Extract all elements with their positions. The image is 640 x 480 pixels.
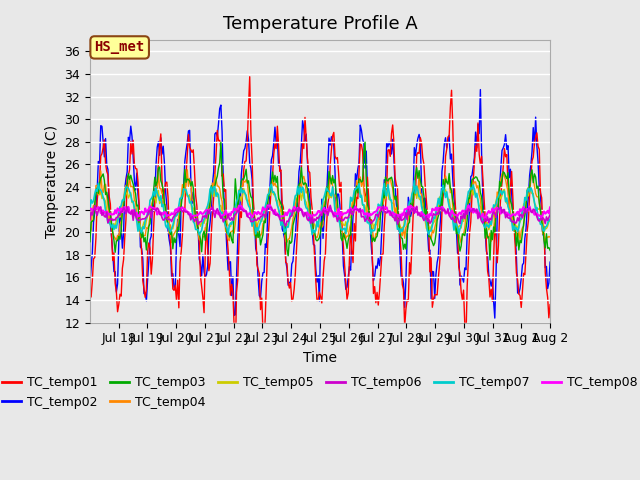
TC_temp04	[102, 181, 109, 187]
TC_temp01	[86, 292, 94, 298]
TC_temp06	[102, 214, 109, 220]
TC_temp01	[102, 161, 109, 167]
TC_temp06	[545, 215, 553, 220]
TC_temp08	[546, 204, 554, 210]
TC_temp06	[546, 212, 554, 217]
Line: TC_temp01: TC_temp01	[90, 77, 550, 358]
TC_temp01	[417, 135, 424, 141]
TC_temp07	[324, 188, 332, 193]
TC_temp03	[323, 184, 330, 190]
TC_temp08	[415, 210, 423, 216]
TC_temp05	[540, 229, 548, 235]
TC_temp01	[232, 355, 239, 361]
TC_temp05	[415, 196, 423, 202]
TC_temp03	[361, 139, 369, 145]
Line: TC_temp06: TC_temp06	[90, 205, 550, 226]
TC_temp07	[485, 225, 493, 230]
TC_temp03	[415, 168, 423, 173]
TC_temp04	[415, 172, 423, 178]
TC_temp04	[86, 230, 94, 236]
Line: TC_temp08: TC_temp08	[90, 205, 550, 220]
TC_temp06	[485, 220, 493, 226]
TC_temp04	[116, 221, 124, 227]
TC_temp05	[546, 216, 554, 222]
TC_temp01	[325, 192, 333, 198]
TC_temp05	[86, 213, 94, 219]
TC_temp03	[546, 248, 554, 253]
TC_temp05	[116, 213, 124, 219]
TC_temp08	[102, 210, 109, 216]
TC_temp02	[414, 135, 422, 141]
TC_temp03	[102, 192, 109, 197]
Legend: TC_temp01, TC_temp02, TC_temp03, TC_temp04, TC_temp05, TC_temp06, TC_temp07, TC_: TC_temp01, TC_temp02, TC_temp03, TC_temp…	[0, 372, 640, 414]
TC_temp02	[116, 204, 124, 210]
TC_temp06	[86, 217, 94, 223]
TC_temp07	[195, 232, 203, 238]
TC_temp05	[484, 220, 492, 226]
Line: TC_temp05: TC_temp05	[90, 182, 550, 232]
TC_temp08	[545, 210, 553, 216]
TC_temp07	[86, 206, 94, 212]
TC_temp04	[184, 167, 191, 173]
TC_temp08	[264, 203, 271, 208]
TC_temp02	[545, 280, 553, 286]
TC_temp02	[323, 193, 330, 199]
TC_temp07	[545, 216, 553, 222]
Line: TC_temp07: TC_temp07	[90, 180, 550, 235]
TC_temp01	[246, 74, 253, 80]
TC_temp06	[116, 212, 124, 217]
TC_temp05	[545, 219, 553, 225]
TC_temp08	[86, 206, 94, 212]
TC_temp04	[545, 234, 553, 240]
TC_temp02	[491, 315, 499, 321]
TC_temp07	[116, 204, 124, 210]
TC_temp01	[485, 276, 493, 281]
TC_temp02	[546, 259, 554, 265]
TC_temp02	[102, 136, 109, 142]
TC_temp02	[477, 87, 484, 93]
TC_temp07	[546, 218, 554, 224]
TC_temp08	[324, 207, 332, 213]
TC_temp03	[545, 245, 553, 251]
TC_temp03	[116, 236, 124, 242]
TC_temp02	[484, 252, 492, 258]
TC_temp08	[116, 209, 124, 215]
TC_temp07	[417, 193, 424, 199]
TC_temp06	[326, 203, 334, 208]
TC_temp07	[410, 178, 418, 183]
TC_temp03	[486, 257, 494, 263]
Line: TC_temp02: TC_temp02	[90, 90, 550, 318]
Line: TC_temp03: TC_temp03	[90, 142, 550, 260]
TC_temp05	[181, 179, 189, 185]
TC_temp06	[324, 213, 332, 218]
TC_temp01	[116, 291, 124, 297]
TC_temp08	[481, 217, 489, 223]
Y-axis label: Temperature (C): Temperature (C)	[45, 125, 59, 238]
Text: HS_met: HS_met	[95, 40, 145, 54]
TC_temp05	[102, 199, 109, 204]
TC_temp04	[541, 242, 549, 248]
TC_temp03	[484, 234, 492, 240]
TC_temp05	[324, 188, 332, 194]
TC_temp03	[86, 239, 94, 245]
TC_temp02	[86, 282, 94, 288]
TC_temp04	[546, 234, 554, 240]
TC_temp06	[282, 223, 290, 228]
TC_temp07	[102, 208, 109, 214]
Line: TC_temp04: TC_temp04	[90, 170, 550, 245]
X-axis label: Time: Time	[303, 351, 337, 365]
TC_temp04	[324, 190, 332, 195]
TC_temp04	[484, 236, 492, 241]
TC_temp08	[485, 208, 493, 214]
Title: Temperature Profile A: Temperature Profile A	[223, 15, 417, 33]
TC_temp01	[546, 302, 554, 308]
TC_temp01	[545, 315, 553, 321]
TC_temp06	[417, 214, 424, 219]
